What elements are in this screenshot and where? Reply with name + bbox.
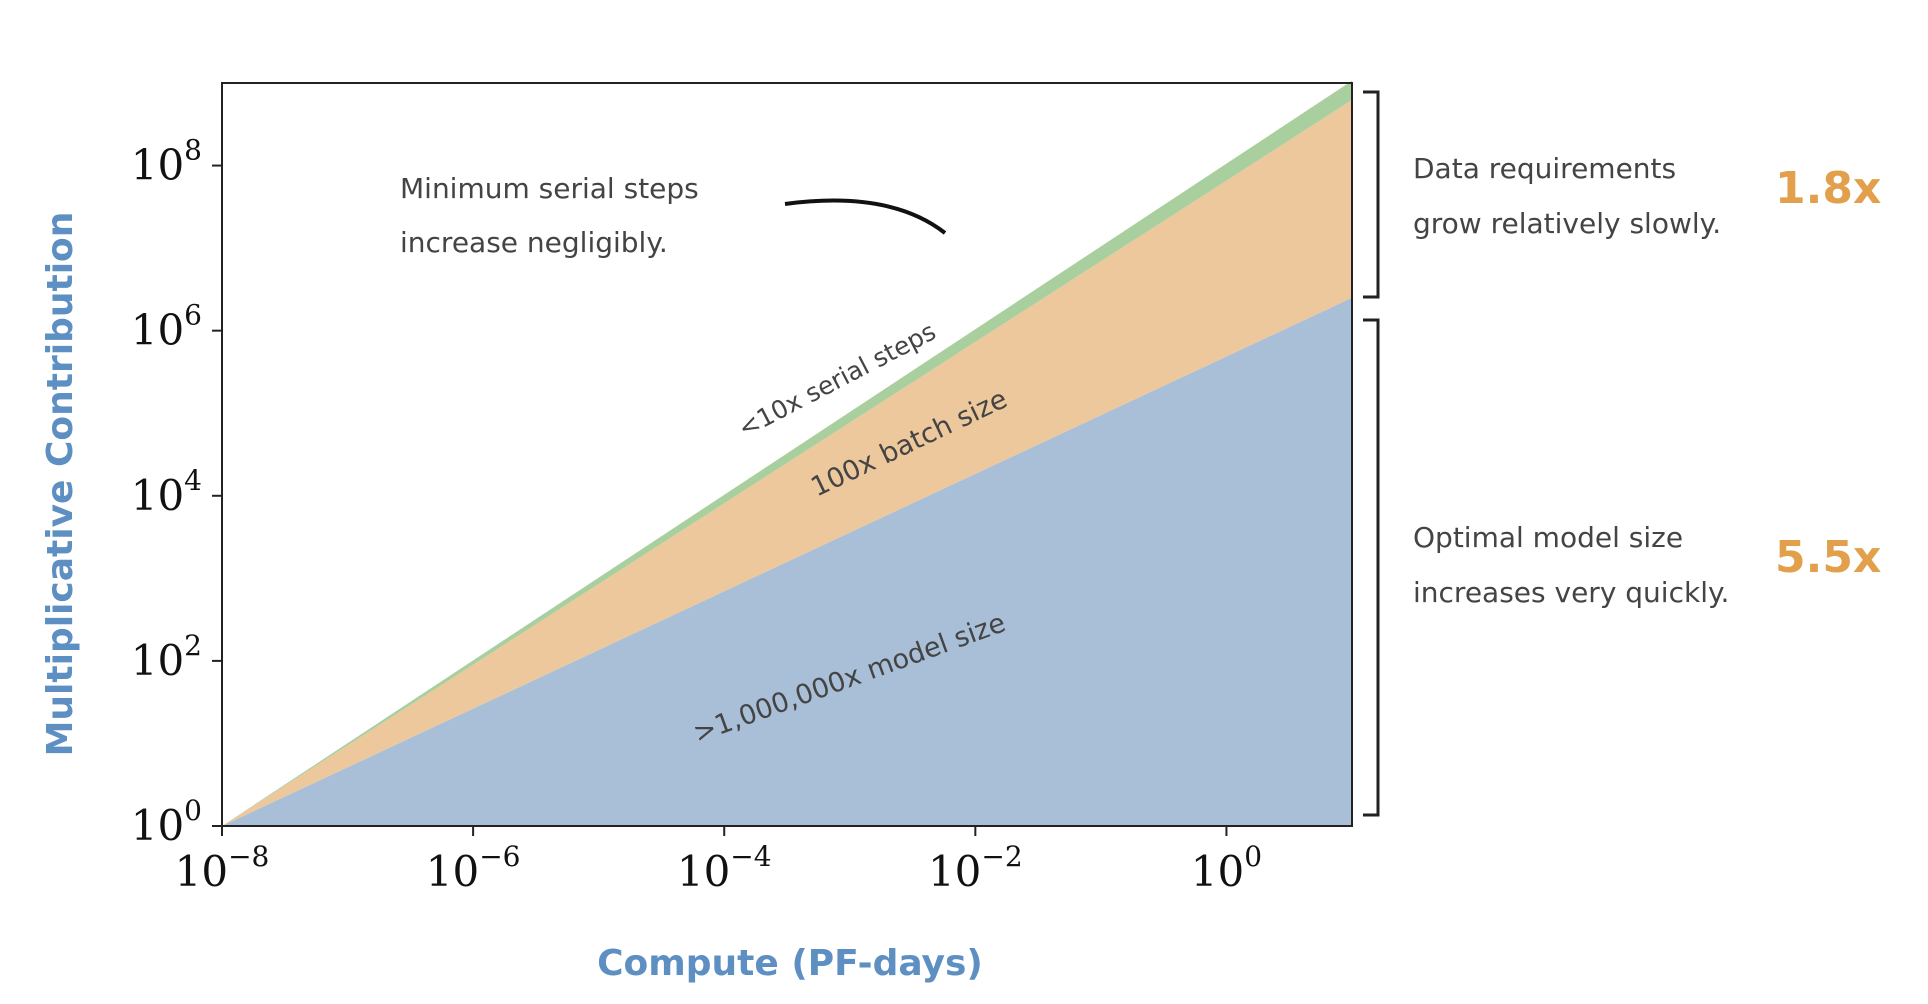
x-tick-label: 10−2: [928, 840, 1023, 896]
x-ticks: 10−8 10−6 10−4 10−2 100: [175, 826, 1262, 896]
x-tick-label: 10−8: [175, 840, 270, 896]
plot-areas: [222, 80, 1352, 827]
x-tick-label: 100: [1191, 840, 1262, 896]
serial-steps-note: Minimum serial steps increase negligibly…: [400, 172, 947, 259]
x-axis-title: Compute (PF-days): [597, 943, 983, 984]
model-size-note: Optimal model size increases very quickl…: [1363, 318, 1881, 817]
y-tick-label: 102: [131, 629, 202, 685]
area-series-2: [222, 80, 1352, 827]
y-axis-title: Multiplicative Contribution: [40, 212, 81, 757]
data-note-line-1: Data requirements: [1413, 152, 1676, 185]
data-requirements-note: Data requirements grow relatively slowly…: [1363, 90, 1881, 299]
area-series-0: [222, 297, 1352, 826]
y-tick-label: 100: [131, 794, 202, 850]
y-tick-label: 104: [131, 464, 202, 520]
x-tick-label: 10−4: [677, 840, 772, 896]
data-multiplier: 1.8x: [1775, 163, 1881, 214]
model-note-line-1: Optimal model size: [1413, 521, 1683, 554]
serial-note-pointer: [784, 198, 947, 235]
model-note-line-2: increases very quickly.: [1413, 576, 1729, 609]
model-multiplier: 5.5x: [1775, 532, 1881, 583]
data-note-line-2: grow relatively slowly.: [1413, 207, 1721, 240]
x-tick-label: 10−6: [426, 840, 521, 896]
serial-note-line-2: increase negligibly.: [400, 226, 668, 259]
serial-note-line-1: Minimum serial steps: [400, 172, 699, 205]
y-ticks: 100 102 104 106 108: [131, 134, 222, 850]
y-tick-label: 108: [131, 134, 202, 190]
model-bracket: [1363, 318, 1380, 817]
y-tick-label: 106: [131, 299, 202, 355]
data-bracket: [1363, 90, 1380, 299]
plot-frame: [221, 82, 1353, 827]
